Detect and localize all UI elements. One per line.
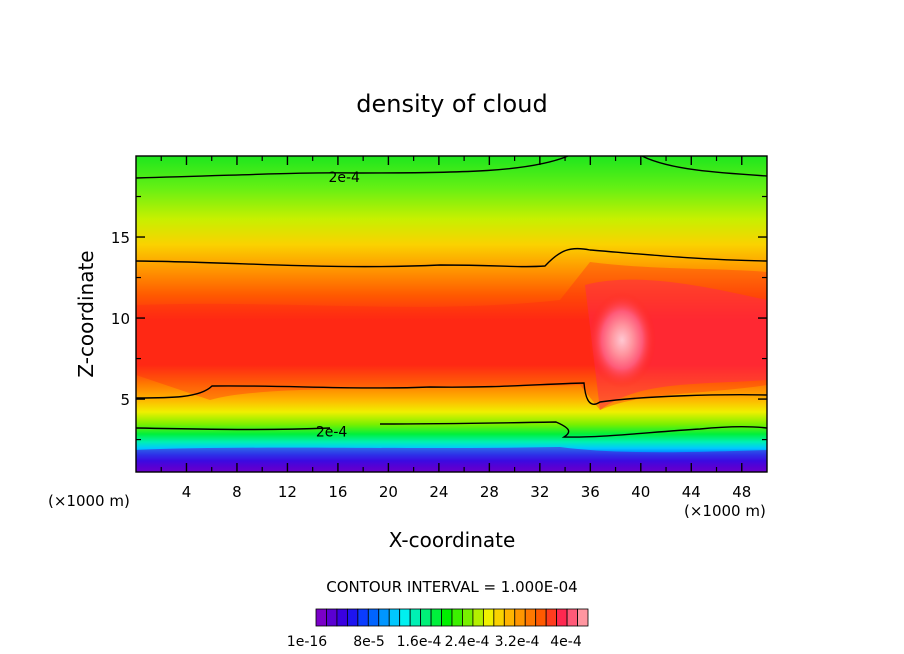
y-tick-label: 15 — [111, 229, 130, 247]
x-tick-label: 24 — [429, 483, 448, 501]
colorbar-label: 3.2e-4 — [495, 634, 540, 650]
colorbar-swatch — [462, 608, 474, 627]
colorbar-swatch — [346, 608, 359, 627]
colorbar-swatch — [409, 608, 422, 627]
colorbar-swatch — [420, 608, 432, 627]
colorbar-swatch — [514, 608, 526, 627]
x-unit-right: (×1000 m) — [684, 502, 766, 520]
x-tick-label: 20 — [379, 483, 398, 501]
x-tick-label: 28 — [480, 483, 499, 501]
colorbar-swatch — [535, 608, 547, 627]
contour-top — [136, 156, 569, 179]
contour-label: 2e-4 — [328, 170, 360, 186]
dark-bottom-band — [136, 447, 767, 472]
colorbar-swatch — [378, 608, 390, 627]
colorbar-swatch — [367, 608, 380, 627]
contour-top-right — [641, 156, 767, 177]
colorbar-swatch — [524, 608, 537, 627]
x-tick-label: 12 — [278, 483, 297, 501]
colorbar-swatch — [357, 608, 369, 627]
colorbar-labels: 1e-16 8e-5 1.6e-4 2.4e-4 3.2e-4 4e-4 — [287, 634, 582, 650]
x-tick-label: 44 — [682, 483, 701, 501]
colorbar-swatch — [556, 608, 568, 627]
density-field — [136, 156, 767, 472]
y-axis-ticks: 5 10 15 — [111, 195, 767, 441]
x-axis-label: X-coordinate — [389, 528, 516, 552]
colorbar-swatch — [451, 608, 463, 627]
y-axis-label: Z-coordinate — [74, 250, 98, 377]
colorbar-swatch — [545, 608, 558, 627]
contour-labels: 2e-4 2e-4 — [316, 170, 360, 440]
colorbar-label: 1e-16 — [287, 634, 327, 650]
x-unit-left: (×1000 m) — [48, 492, 130, 510]
colorbar-label: 4e-4 — [550, 634, 582, 650]
colorbar-swatch — [503, 608, 516, 627]
colorbar-swatch — [441, 608, 453, 627]
x-tick-label: 48 — [732, 483, 751, 501]
y-tick-label: 5 — [120, 391, 130, 409]
colorbar-swatch — [566, 608, 578, 627]
colorbar-swatch — [493, 608, 505, 627]
colorbar-swatch — [482, 608, 495, 627]
colorbar-swatch — [472, 608, 484, 627]
contour-upper — [136, 247, 767, 268]
colorbar-swatch — [388, 608, 401, 627]
colorbar — [315, 608, 589, 627]
x-tick-label: 4 — [182, 483, 192, 501]
plot-frame — [135, 155, 768, 473]
x-tick-label: 16 — [328, 483, 347, 501]
x-tick-label: 32 — [530, 483, 549, 501]
colorbar-swatch — [399, 608, 411, 627]
hot-spot — [588, 292, 656, 388]
y-tick-label: 10 — [111, 310, 130, 328]
contour-lower — [136, 421, 767, 438]
colorbar-swatch — [315, 608, 327, 627]
chart-title: density of cloud — [356, 90, 547, 118]
contour-interval-text: CONTOUR INTERVAL = 1.000E-04 — [326, 578, 577, 596]
colorbar-label: 2.4e-4 — [445, 634, 490, 650]
colorbar-swatch — [326, 608, 338, 627]
contour-lines — [136, 156, 767, 438]
x-tick-label: 40 — [631, 483, 650, 501]
x-tick-label: 36 — [581, 483, 600, 501]
contour-middle — [136, 382, 767, 405]
colorbar-label: 8e-5 — [353, 634, 384, 650]
x-axis-ticks: 4 8 12 16 20 24 28 32 36 40 44 48 — [160, 156, 751, 501]
colorbar-swatch — [336, 608, 348, 627]
contour-label: 2e-4 — [316, 424, 348, 440]
x-tick-label: 8 — [232, 483, 242, 501]
colorbar-swatch — [430, 608, 442, 627]
colorbar-label: 1.6e-4 — [397, 634, 442, 650]
colorbar-swatch — [577, 608, 589, 627]
